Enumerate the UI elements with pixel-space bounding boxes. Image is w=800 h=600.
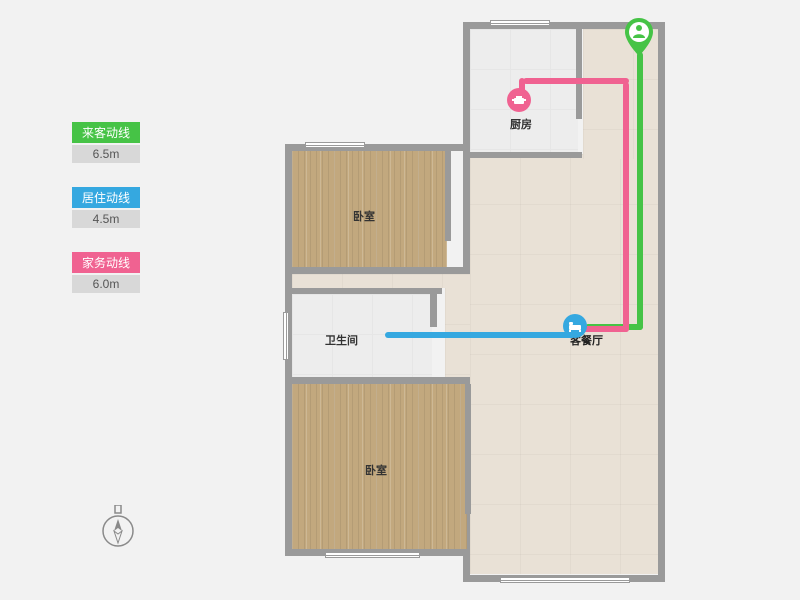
legend-value: 6.5m [72, 145, 140, 163]
kitchen-pot-icon [507, 88, 531, 112]
label-bedroom-bottom: 卧室 [365, 462, 387, 478]
floor-plan: 厨房 卧室 卫生间 卧室 客餐厅 [285, 22, 665, 582]
label-bathroom: 卫生间 [325, 332, 358, 348]
entrance-pin-icon [625, 18, 653, 54]
room-living [470, 154, 658, 574]
legend-item-chore: 家务动线 6.0m [72, 252, 140, 293]
legend: 来客动线 6.5m 居住动线 4.5m 家务动线 6.0m [72, 122, 140, 317]
label-kitchen: 厨房 [510, 116, 532, 132]
legend-value: 4.5m [72, 210, 140, 228]
window [490, 20, 550, 26]
legend-value: 6.0m [72, 275, 140, 293]
window [325, 552, 420, 558]
label-bedroom-top: 卧室 [353, 208, 375, 224]
window [305, 142, 365, 148]
legend-title: 居住动线 [72, 187, 140, 208]
living-bed-icon [563, 314, 587, 338]
legend-item-living: 居住动线 4.5m [72, 187, 140, 228]
legend-title: 家务动线 [72, 252, 140, 273]
legend-title: 来客动线 [72, 122, 140, 143]
compass-icon [100, 505, 136, 541]
window [500, 577, 630, 583]
window [283, 312, 289, 360]
room-bathroom [292, 294, 432, 379]
legend-item-guest: 来客动线 6.5m [72, 122, 140, 163]
